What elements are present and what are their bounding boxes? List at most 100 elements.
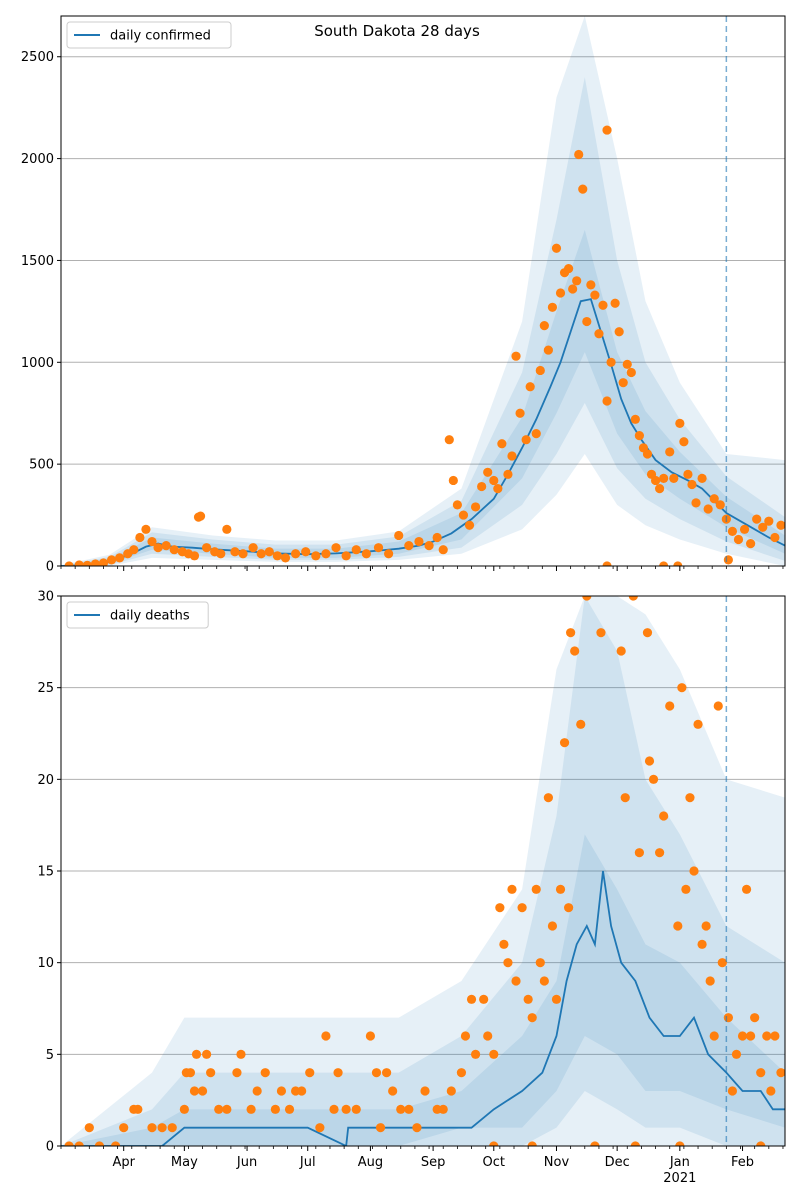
data-point [470,1049,481,1059]
data-point [331,543,341,553]
data-point [479,994,489,1004]
data-point [717,958,727,968]
data-point [333,1068,343,1078]
uncertainty-band-1 [61,834,785,1146]
legend-box [66,21,232,49]
axes-frame [60,595,786,1147]
data-point [448,475,458,486]
data-point [238,549,248,559]
data-point [206,1068,216,1078]
data-point [147,1123,157,1133]
data-point [495,903,505,913]
data-point [189,1086,200,1096]
data-point [628,596,638,601]
data-point [590,1141,600,1146]
data-point [750,1013,760,1023]
plot-area [61,596,785,1146]
data-point [276,1086,287,1096]
data-point [232,1068,242,1078]
data-point [665,447,675,457]
data-point [388,1086,398,1096]
data-point [499,939,509,949]
data-point [582,596,592,601]
data-point [535,958,545,968]
data-point [511,976,521,986]
data-point [507,884,517,894]
data-point [64,1141,74,1146]
data-point [539,976,549,986]
data-point [129,545,139,555]
data-point [301,547,311,557]
data-point [655,848,665,858]
data-point [396,1104,406,1114]
data-point [673,921,683,931]
y-tick-label: 0 [46,1140,54,1155]
data-point [270,1104,280,1114]
data-point [741,884,752,894]
data-point [677,683,687,693]
data-point [543,345,553,355]
data-point [311,551,321,561]
data-point [375,1123,386,1133]
data-point [381,1068,392,1078]
x-tick-label: Feb [731,1155,754,1170]
data-point [582,316,592,327]
data-point [650,475,661,486]
data-point [758,522,768,532]
data-point [701,921,711,931]
data-point [321,1031,331,1041]
data-point [527,1013,537,1023]
data-point [157,1123,167,1133]
data-point [715,500,725,510]
data-point [197,1086,208,1096]
data-point [489,1049,499,1059]
data-point [709,494,719,504]
data-point [673,561,683,566]
data-point [141,524,151,534]
data-point [373,543,384,553]
data-point [731,1049,742,1059]
data-point [222,524,232,534]
data-point [321,549,331,559]
data-point [115,553,125,563]
data-point [248,543,258,553]
trend-line [61,298,785,566]
data-point [723,555,733,565]
data-point [551,994,562,1004]
data-point [525,382,535,392]
data-point [655,483,665,494]
data-point [361,549,371,559]
data-point [517,903,527,913]
data-point [135,532,145,543]
data-point [693,719,703,729]
data-point [555,884,566,894]
y-tick-label: 5 [46,1048,54,1063]
data-point [703,504,713,514]
chart-title: South Dakota 28 days [314,22,480,40]
data-point [521,435,531,445]
data-point [64,561,74,566]
data-point [438,545,448,555]
x-tick-label: Jul [299,1155,316,1170]
data-point [444,435,454,445]
data-point [626,367,636,378]
data-point [756,1141,766,1146]
data-point [365,1031,376,1041]
uncertainty-band-1 [61,229,785,566]
data-point [586,280,596,290]
data-point [489,1141,499,1146]
y-tick-label: 0 [46,560,54,575]
x-tick-label: Nov [544,1155,570,1170]
data-point [675,1141,685,1146]
data-point [709,1031,719,1041]
data-point [689,866,699,876]
x-tick-label: Jun [236,1155,257,1170]
data-point [446,1086,456,1096]
data-point [687,479,697,490]
data-point [697,473,707,484]
data-point [438,1104,448,1114]
data-point [705,976,715,986]
data-point [477,481,487,492]
data-point [290,549,301,559]
data-point [497,439,507,449]
